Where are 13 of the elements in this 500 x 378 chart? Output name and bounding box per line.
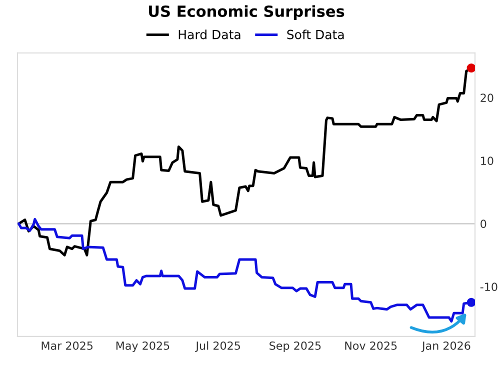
y-tick-label: 10 xyxy=(481,156,494,166)
y-tick-label: -10 xyxy=(480,282,498,292)
y-tick-label: 20 xyxy=(480,94,494,102)
x-tick-label: Nov 2025 xyxy=(345,341,397,350)
x-tick-label: Jan 2026 xyxy=(421,341,470,352)
legend-label: Hard Data xyxy=(178,30,240,40)
x-tick-label: Jul 2025 xyxy=(195,341,240,352)
y-tick-label: 0 xyxy=(480,220,486,228)
x-tick-label: May 2025 xyxy=(116,341,170,352)
x-tick-label: Mar 2025 xyxy=(42,341,93,350)
chart-title: US Economic Surprises xyxy=(149,5,344,20)
x-tick-label: Sep 2025 xyxy=(270,341,321,352)
legend-label: Soft Data xyxy=(287,30,344,40)
